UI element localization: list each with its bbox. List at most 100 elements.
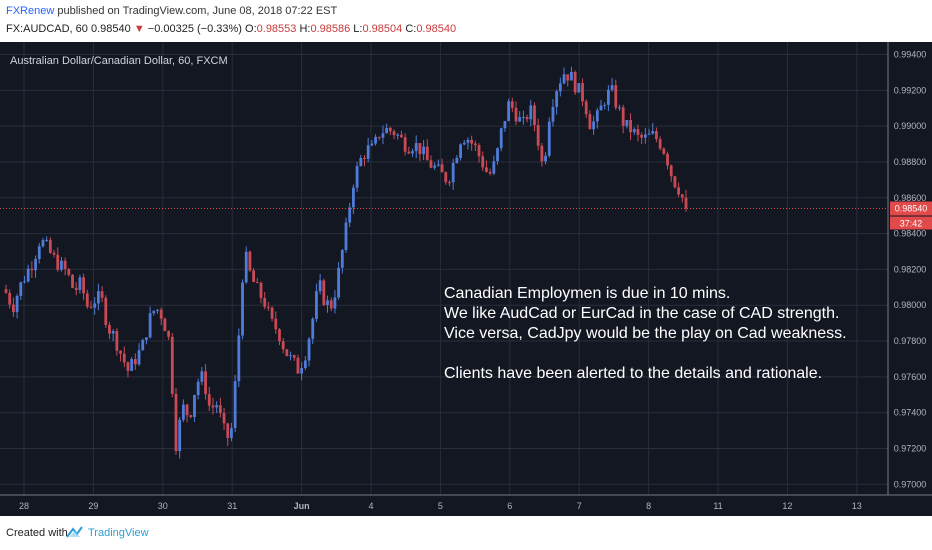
candle-body [459,144,462,158]
candle-body [119,350,122,354]
y-tick-label: 0.99400 [894,50,927,60]
candle-body [174,393,178,451]
x-tick-label: 13 [852,501,862,511]
candle-body [281,341,285,350]
candle-body [581,83,584,102]
candle-body [359,158,363,166]
x-tick-label: 8 [646,501,651,511]
x-tick-label: 5 [438,501,443,511]
price-chart[interactable]: Australian Dollar/Canadian Dollar, 60, F… [0,42,932,516]
open-label: O: [245,23,257,35]
candle-body [573,71,577,93]
candle-body [145,337,148,340]
candle-body [632,129,636,133]
grid [0,42,888,495]
candle-body [23,281,26,283]
candle-body [278,329,281,342]
symbol-label: FX:AUDCAD, 60 [6,23,88,35]
candle-body [536,125,540,146]
candle-body [455,157,459,163]
candle-body [270,307,274,319]
candle-body [444,172,448,183]
x-tick-label: 31 [227,501,237,511]
candle-body [636,129,640,135]
candle-body [348,207,352,223]
candle-body [141,339,145,351]
bar-countdown: 37:42 [900,219,923,229]
last-price-label: 0.98540 [895,204,928,214]
candle-body [629,119,632,133]
candle-body [67,269,71,275]
candle-body [492,161,496,174]
candle-body [366,145,370,159]
y-tick-label: 0.97400 [894,408,927,418]
candle-body [263,298,267,307]
candle-body [529,105,533,120]
candle-body [680,194,684,198]
candle-body [381,133,385,138]
candle-body [315,291,318,319]
x-tick-label: 4 [368,501,373,511]
candle-body [207,394,211,406]
candle-body [470,139,474,144]
annotation-line: Vice versa, CadJpy would be the play on … [444,325,847,342]
candle-body [414,143,418,152]
candle-body [425,146,429,161]
y-tick-label: 0.98600 [894,193,927,203]
candle-body [555,91,559,107]
candle-body [218,405,222,414]
tradingview-brand[interactable]: TradingView [88,527,149,539]
candle-body [396,134,400,136]
candle-body [351,187,355,208]
candle-body [333,297,337,309]
y-tick-label: 0.97200 [894,443,927,453]
candle-body [4,289,8,293]
candle-body [211,405,215,408]
y-tick-label: 0.99200 [894,85,927,95]
candle-body [45,239,49,241]
candles [4,66,688,459]
candle-body [640,134,644,138]
candle-body [673,176,677,188]
x-tick-label: Jun [294,501,310,511]
x-tick-label: 12 [782,501,792,511]
x-tick-label: 7 [577,501,582,511]
candle-body [647,133,651,135]
candle-body [451,162,455,183]
candle-body [577,83,581,93]
x-tick-label: 29 [88,501,98,511]
down-arrow-icon: ▼ [133,23,145,35]
candle-body [363,158,366,160]
candle-body [233,381,237,429]
candle-body [422,146,426,155]
x-tick-label: 28 [19,501,29,511]
candle-body [562,74,566,84]
candle-body [148,313,152,338]
y-tick-label: 0.97600 [894,372,927,382]
price-axis [888,42,932,516]
annotation-text: Canadian Employmen is due in 10 mins. We … [444,285,847,382]
candle-body [514,107,518,122]
chart-background [0,42,932,516]
quote-line: FX:AUDCAD, 60 0.98540 ▼ −0.00325 (−0.33%… [6,23,456,35]
candle-body [241,282,244,336]
y-tick-label: 0.98800 [894,157,927,167]
candle-body [440,164,444,173]
candle-body [266,306,270,308]
candle-body [52,252,56,255]
candle-body [481,156,485,168]
candle-body [344,222,348,251]
candle-body [614,85,618,108]
candle-body [547,121,551,156]
candle-body [300,367,304,374]
y-tick-label: 0.98000 [894,300,927,310]
candle-body [329,300,333,309]
candle-body [237,335,241,382]
author-link[interactable]: FXRenew [6,5,55,17]
candle-body [473,143,477,146]
y-tick-label: 0.99000 [894,121,927,131]
candle-body [307,338,311,361]
candle-body [521,117,525,119]
candle-body [193,394,196,418]
candle-body [311,318,315,339]
